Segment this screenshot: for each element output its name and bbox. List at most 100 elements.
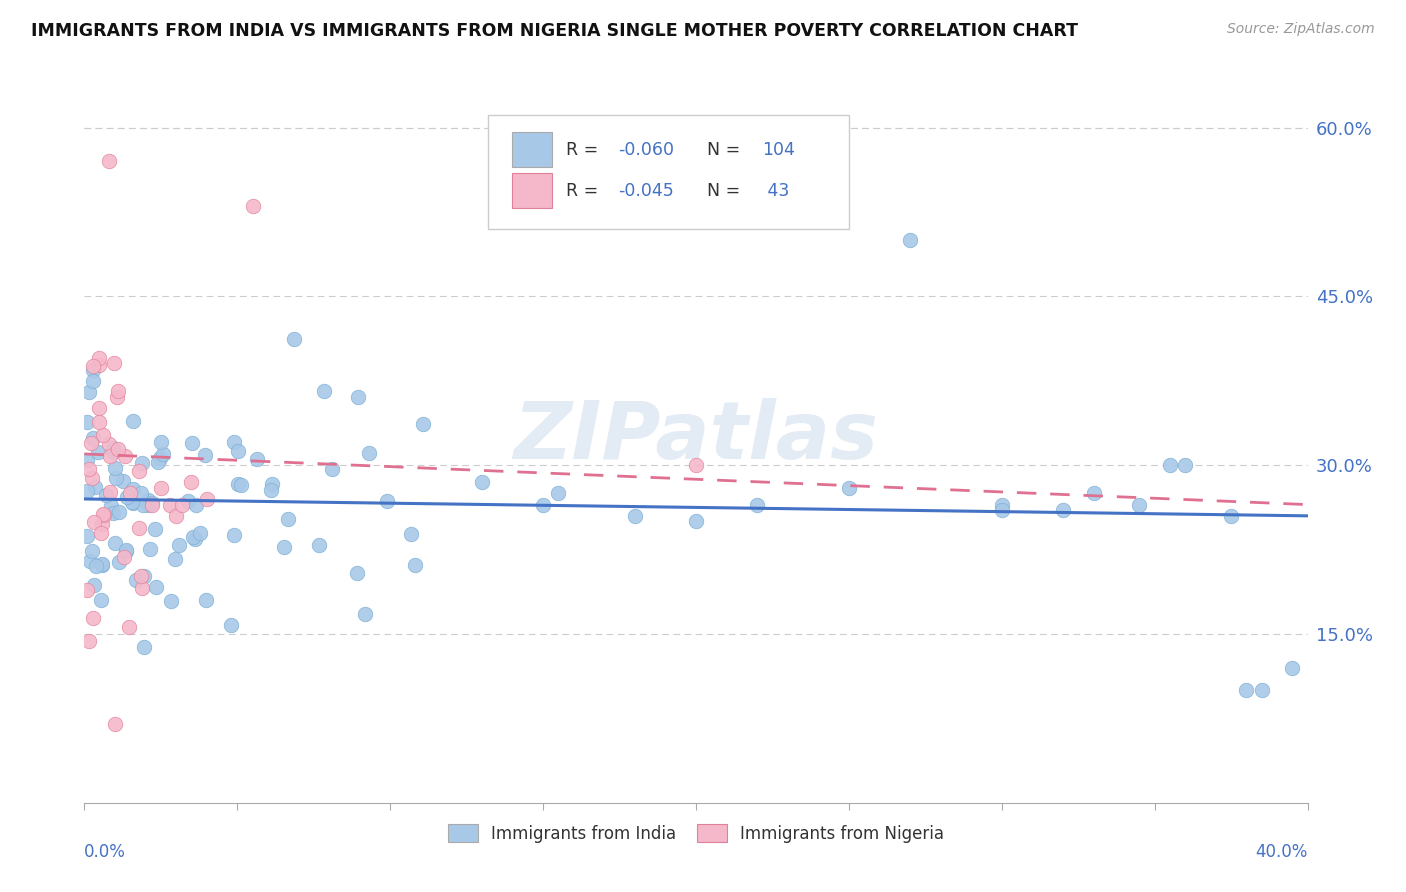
Point bbox=[129, 486, 152, 500]
Text: N =: N = bbox=[707, 141, 745, 159]
Point bbox=[76, 529, 98, 543]
Point bbox=[82, 610, 104, 624]
Point bbox=[180, 475, 202, 489]
Point bbox=[90, 516, 112, 531]
Point bbox=[122, 483, 145, 497]
Point bbox=[105, 471, 128, 485]
Point bbox=[79, 461, 101, 475]
Text: 40.0%: 40.0% bbox=[1256, 843, 1308, 861]
Point bbox=[76, 452, 98, 467]
Text: N =: N = bbox=[707, 182, 745, 200]
Point bbox=[104, 461, 127, 475]
Text: -0.045: -0.045 bbox=[617, 182, 673, 200]
Point bbox=[141, 498, 163, 512]
Point bbox=[129, 569, 152, 583]
Point bbox=[222, 435, 245, 450]
Point bbox=[260, 483, 283, 497]
Point bbox=[143, 522, 166, 536]
Bar bbox=[513, 173, 551, 208]
Text: R =: R = bbox=[567, 182, 605, 200]
Legend: Immigrants from India, Immigrants from Nigeria: Immigrants from India, Immigrants from N… bbox=[441, 817, 950, 849]
Point bbox=[91, 507, 114, 521]
Point bbox=[100, 499, 122, 513]
Point bbox=[273, 540, 295, 554]
Point bbox=[76, 582, 98, 597]
Point bbox=[262, 476, 284, 491]
Point bbox=[107, 555, 129, 569]
Point bbox=[118, 620, 141, 634]
Point bbox=[103, 356, 125, 370]
Point bbox=[404, 558, 426, 573]
Point bbox=[83, 578, 105, 592]
Point bbox=[77, 633, 100, 648]
Point bbox=[308, 538, 330, 552]
Point bbox=[246, 452, 269, 467]
Point bbox=[111, 474, 134, 488]
Point bbox=[91, 557, 114, 571]
Text: ZIPatlas: ZIPatlas bbox=[513, 398, 879, 476]
Point bbox=[1236, 683, 1258, 698]
Point bbox=[375, 494, 398, 508]
Point bbox=[87, 415, 110, 429]
Point bbox=[226, 444, 249, 458]
Point bbox=[224, 527, 246, 541]
Point bbox=[87, 351, 110, 366]
Point bbox=[148, 455, 170, 469]
Point bbox=[98, 485, 121, 500]
Point bbox=[165, 552, 187, 566]
Point bbox=[98, 437, 121, 451]
Point bbox=[277, 512, 299, 526]
Point bbox=[90, 558, 112, 572]
Point bbox=[120, 486, 142, 500]
Point bbox=[136, 499, 159, 513]
Point bbox=[314, 384, 336, 398]
Point bbox=[122, 496, 145, 510]
Point bbox=[80, 471, 103, 485]
Point bbox=[104, 536, 127, 550]
Point bbox=[104, 717, 127, 731]
Point bbox=[121, 494, 143, 508]
Point bbox=[1281, 661, 1303, 675]
Text: Source: ZipAtlas.com: Source: ZipAtlas.com bbox=[1227, 22, 1375, 37]
Point bbox=[76, 416, 98, 430]
Point bbox=[195, 593, 218, 607]
Point bbox=[531, 498, 554, 512]
Point bbox=[172, 498, 194, 512]
Point bbox=[1174, 458, 1197, 473]
Point bbox=[194, 449, 217, 463]
Point bbox=[87, 445, 110, 459]
Point bbox=[115, 544, 138, 558]
Point bbox=[79, 554, 101, 568]
Point bbox=[1052, 503, 1074, 517]
Point bbox=[128, 521, 150, 535]
Point bbox=[346, 566, 368, 581]
Point bbox=[165, 508, 187, 523]
Point bbox=[353, 607, 375, 622]
Point bbox=[412, 417, 434, 431]
Point bbox=[107, 384, 129, 398]
Point bbox=[167, 539, 190, 553]
Point bbox=[82, 431, 104, 445]
Point bbox=[747, 498, 769, 512]
Point bbox=[83, 480, 105, 494]
Text: 0.0%: 0.0% bbox=[84, 843, 127, 861]
Point bbox=[122, 414, 145, 428]
Point bbox=[1250, 683, 1272, 698]
Point bbox=[114, 449, 136, 463]
Point bbox=[80, 436, 103, 450]
Point bbox=[107, 391, 129, 405]
Point bbox=[125, 573, 148, 587]
Point bbox=[91, 428, 114, 442]
Point bbox=[547, 486, 569, 500]
Point bbox=[160, 594, 183, 608]
Point bbox=[242, 199, 264, 213]
Point bbox=[98, 449, 121, 463]
Point bbox=[149, 435, 172, 450]
Point bbox=[1083, 486, 1105, 500]
Point bbox=[87, 358, 110, 372]
Point bbox=[219, 618, 242, 632]
Point bbox=[87, 401, 110, 415]
Point bbox=[1128, 498, 1150, 512]
Point bbox=[991, 503, 1014, 517]
Point bbox=[84, 559, 107, 574]
